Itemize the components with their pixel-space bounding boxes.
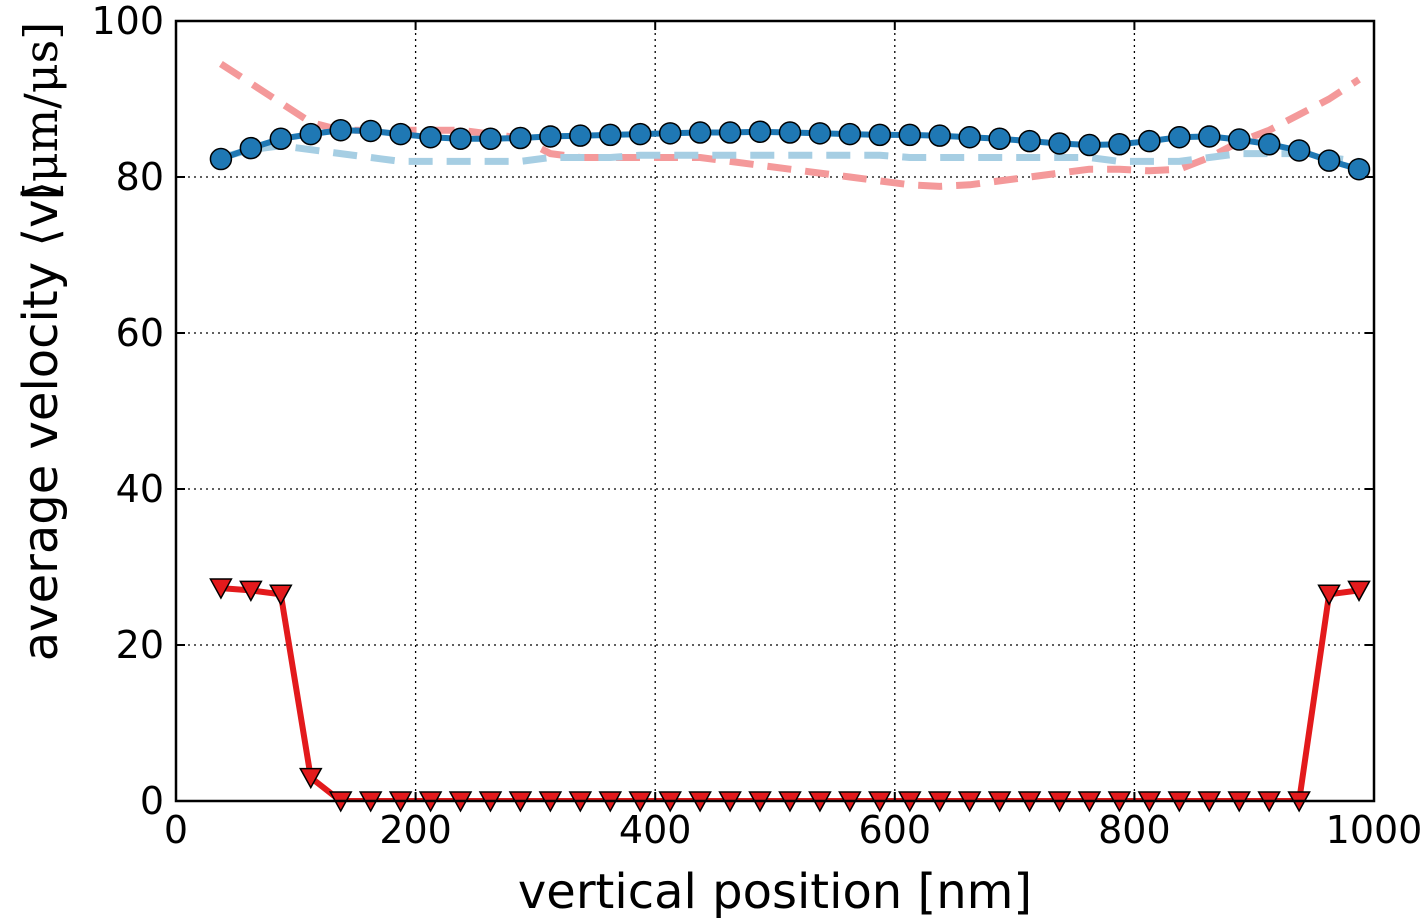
circle-marker	[1078, 133, 1101, 157]
x-tick-label: 0	[164, 808, 188, 852]
circle-marker	[1317, 149, 1341, 172]
y-tick-label: 0	[140, 779, 164, 823]
circle-marker	[359, 119, 382, 143]
triangle-marker	[269, 584, 293, 606]
x-tick-label: 1000	[1326, 808, 1423, 852]
y-tick-label: 60	[116, 311, 164, 355]
circle-marker	[748, 120, 772, 144]
x-axis-label: vertical position [nm]	[518, 864, 1032, 920]
circle-marker	[569, 124, 592, 147]
triangle-marker	[1317, 584, 1341, 606]
y-tick-label: 100	[91, 0, 164, 43]
y-tick-label: 80	[116, 155, 164, 199]
y-axis-unit: [μm/μs]	[14, 22, 68, 200]
circle-marker	[329, 118, 352, 142]
y-axis-label: average velocity ⟨v⟩	[13, 181, 69, 661]
circle-marker	[628, 122, 652, 146]
circle-marker	[449, 127, 472, 151]
circle-marker	[868, 123, 892, 147]
axis-ticks	[175, 20, 1375, 802]
circle-marker	[1168, 125, 1191, 149]
circle-marker	[389, 122, 412, 146]
data-series	[218, 60, 1361, 801]
x-tick-label: 400	[619, 808, 692, 852]
circle-marker	[299, 122, 323, 146]
circle-marker	[958, 125, 981, 149]
circle-marker	[1198, 125, 1221, 148]
circle-marker	[599, 123, 622, 147]
y-axis-label-group: average velocity ⟨v⟩ [μm/μs]	[13, 22, 69, 661]
circle-marker	[928, 124, 951, 147]
circle-marker	[479, 127, 502, 151]
series-line-4	[220, 585, 1360, 801]
tick-labels: 0 200 400 600 800 1000 0 20 40 60 80 100	[91, 0, 1422, 852]
circle-marker	[1018, 129, 1041, 153]
triangle-marker	[209, 578, 233, 600]
circle-marker	[1257, 132, 1281, 156]
circle-marker	[419, 125, 442, 149]
triangle-marker	[1347, 580, 1371, 602]
circle-marker	[808, 122, 832, 145]
circle-marker	[1108, 132, 1131, 156]
circle-marker	[898, 123, 922, 147]
x-tick-label: 200	[379, 808, 452, 852]
circle-marker	[778, 121, 802, 144]
circle-marker	[269, 127, 293, 151]
circle-marker	[658, 122, 682, 145]
circle-marker	[988, 127, 1011, 151]
circle-marker	[209, 147, 233, 171]
plot-frame	[174, 19, 1376, 803]
circle-marker	[718, 121, 742, 144]
grid-lines	[176, 21, 1374, 801]
triangle-marker	[239, 580, 263, 602]
circle-marker	[1048, 132, 1071, 155]
circle-marker	[1347, 157, 1371, 181]
circle-marker	[1138, 129, 1161, 153]
x-tick-label: 800	[1098, 808, 1171, 852]
y-tick-label: 40	[116, 467, 164, 511]
circle-marker	[239, 136, 263, 160]
x-tick-label: 600	[859, 808, 932, 852]
triangle-marker	[299, 767, 323, 790]
circle-marker	[838, 122, 862, 146]
data-markers	[209, 118, 1371, 813]
y-tick-label: 20	[116, 623, 164, 667]
circle-marker	[539, 125, 562, 148]
circle-marker	[1287, 139, 1311, 162]
circle-marker	[509, 126, 532, 150]
circle-marker	[1227, 128, 1251, 151]
circle-marker	[688, 121, 712, 144]
series-line-2	[220, 142, 1360, 165]
